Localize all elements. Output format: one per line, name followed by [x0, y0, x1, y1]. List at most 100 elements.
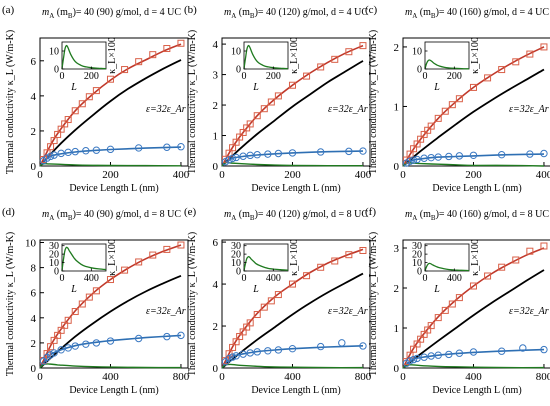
- blue-circle-point: [177, 331, 185, 340]
- title-rest: )= 40 (120) g/mol, d = 8 UC: [255, 209, 369, 220]
- red-square-point: [177, 39, 185, 47]
- blue-circle-point: [253, 151, 261, 159]
- black-line: [39, 59, 182, 167]
- red-square-point: [540, 242, 548, 250]
- blue-circle-point: [163, 143, 171, 151]
- red-square-point: [303, 72, 311, 80]
- inset-y-tick-label: 30: [231, 241, 241, 252]
- blue-circle-point: [540, 149, 548, 158]
- red-square-point: [222, 155, 230, 163]
- inset: 0 200 0 10 Lκ_L×100: [231, 37, 300, 93]
- panel-title: mA (mB)= 40 (120) g/mol, d = 8 UC: [224, 209, 368, 222]
- inset-y-label: κ_L×100: [470, 239, 481, 276]
- red-square-point: [403, 156, 411, 164]
- red-square-point: [121, 66, 129, 74]
- black-line: [402, 68, 545, 167]
- y-tick-label: 1: [394, 101, 400, 113]
- title-subA: A: [231, 214, 236, 222]
- red-square-point: [106, 276, 114, 284]
- red-square-point: [246, 120, 254, 128]
- title-mid: (m: [417, 209, 431, 220]
- inset-y-label: κ_L×100: [289, 239, 300, 276]
- inset-y-tick-label: 10: [412, 47, 422, 58]
- title-mid: (m: [236, 209, 250, 220]
- blue-circle-point: [106, 337, 115, 345]
- inset-x-label: L: [70, 284, 77, 295]
- inset-y-tick-label: 0: [54, 267, 59, 278]
- panel-e: (e) mA (mB)= 40 (120) g/mol, d = 8 UC0 400…: [184, 206, 372, 396]
- inset-y-tick-label: 30: [49, 241, 59, 252]
- red-square-point: [47, 343, 55, 351]
- y-tick-label: 2: [213, 321, 219, 333]
- red-square-point: [512, 256, 520, 264]
- red-square-point: [50, 336, 58, 344]
- inset-y-tick-label: 0: [417, 65, 422, 76]
- epsilon-annotation: ε=32ε_Ar: [146, 104, 186, 115]
- blue-circle-point: [82, 147, 90, 155]
- y-tick-label: 2: [394, 283, 400, 295]
- x-axis-label: Device Length L (nm): [432, 385, 521, 396]
- inset-x-label: L: [252, 82, 259, 93]
- red-square-point: [71, 308, 79, 316]
- red-square-point: [47, 143, 55, 151]
- x-axis-label: Device Length L (nm): [69, 385, 158, 396]
- inset-green-line: [61, 246, 107, 272]
- blue-circle-point: [427, 352, 435, 360]
- red-fit-line: [39, 244, 182, 369]
- red-square-point: [246, 319, 254, 327]
- red-square-point: [274, 92, 282, 100]
- panel-label: (c): [365, 4, 378, 16]
- red-fit-line: [39, 43, 182, 167]
- blue-circle-point: [228, 154, 237, 163]
- red-square-point: [424, 326, 432, 334]
- inset-green-line: [243, 44, 289, 70]
- red-square-point: [484, 74, 492, 82]
- red-square-point: [427, 322, 435, 330]
- x-tick-label: 800: [536, 371, 550, 383]
- inset-y-tick-label: 20: [231, 250, 241, 261]
- title-mid: (m: [236, 7, 250, 18]
- red-square-point: [424, 126, 432, 134]
- inset: 0 200 0 10 Lκ_L×100: [49, 37, 118, 93]
- title-mA: m: [405, 7, 412, 18]
- red-square-point: [229, 343, 237, 351]
- x-tick-label: 800: [355, 371, 372, 383]
- inset-y-tick-label: 20: [412, 250, 422, 261]
- y-tick-label: 6: [31, 288, 37, 300]
- inset-y-label: κ_L×100: [107, 239, 118, 276]
- red-square-point: [417, 335, 425, 343]
- red-square-point: [420, 130, 428, 138]
- epsilon-annotation: ε=32ε_Ar: [509, 306, 549, 317]
- title-subB: B: [250, 12, 255, 20]
- x-tick-label: 0: [400, 169, 406, 181]
- inset-x-tick-label: 0: [423, 273, 428, 284]
- red-square-point: [317, 263, 325, 271]
- title-subB: B: [68, 12, 73, 20]
- title-subB: B: [431, 12, 436, 20]
- red-square-point: [239, 128, 247, 136]
- panel-title: mA (mB)= 40 (90) g/mol, d = 8 UC: [42, 209, 181, 222]
- x-tick-label: 0: [400, 371, 406, 383]
- inset-x-label: L: [70, 82, 77, 93]
- inset-green-line: [243, 256, 289, 272]
- blue-circle-point: [232, 153, 240, 162]
- red-square-point: [54, 331, 62, 339]
- inset-green-line: [424, 262, 470, 272]
- blue-circle-point: [177, 143, 185, 151]
- blue-circle-point: [239, 350, 247, 358]
- blue-circle-point: [221, 158, 230, 166]
- inset-x-label: L: [252, 284, 259, 295]
- blue-fit-line: [402, 153, 545, 167]
- red-square-point: [345, 251, 353, 259]
- panel-label: (e): [184, 206, 197, 218]
- red-square-point: [512, 58, 520, 66]
- blue-circle-point: [540, 345, 548, 354]
- x-axis-label: Device Length L (nm): [69, 183, 158, 194]
- blue-circle-point: [43, 154, 51, 162]
- blue-circle-point: [469, 151, 478, 159]
- red-square-point: [92, 87, 100, 95]
- black-line: [221, 60, 364, 167]
- blue-circle-point: [455, 152, 464, 160]
